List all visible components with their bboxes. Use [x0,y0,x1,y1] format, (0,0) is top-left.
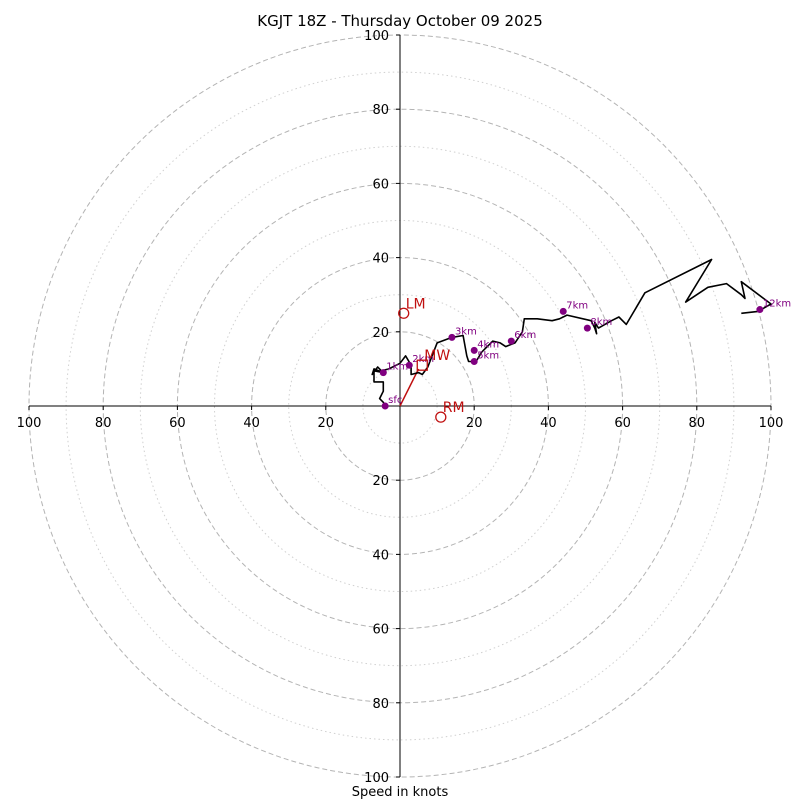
height-marker-4km [470,346,478,354]
height-marker-7km [559,307,567,315]
height-label-7km: 7km [566,300,588,311]
height-marker-2km [405,361,413,369]
storm-motion-label-MW: MW [424,348,450,364]
x-ticks: 100 80 60 40 20 20 40 60 80 100 [17,406,784,431]
x-tick-label: 100 [759,416,784,431]
height-marker-sfc [381,402,389,410]
y-tick-label: 60 [372,177,389,192]
y-ticks: 100 80 60 40 20 20 40 60 80 100 [364,29,400,786]
x-axis-label: Speed in knots [352,785,449,800]
height-label-sfc: sfc [388,395,402,406]
height-label-12km: 12km [763,299,791,310]
height-marker-12km [756,306,764,314]
height-marker-1km [379,369,387,377]
storm-motion-LM [398,307,410,319]
x-tick-label: 80 [95,416,112,431]
y-tick-label: 20 [372,474,389,489]
y-tick-label: 60 [372,623,389,638]
height-marker-3km [448,333,456,341]
height-marker-5km [470,357,478,365]
height-label-3km: 3km [455,326,477,337]
x-tick-label: 60 [614,416,631,431]
storm-motion-markers: LM RM MW [398,296,465,423]
y-tick-label: 80 [372,103,389,118]
y-tick-label: 20 [372,326,389,341]
height-marker-6km [507,337,515,345]
shear-vector [399,368,420,407]
y-tick-label: 40 [372,252,389,267]
y-tick-label: 100 [364,29,389,44]
x-tick-label: 80 [689,416,706,431]
y-tick-label: 40 [372,548,389,563]
height-marker-8km [583,324,591,332]
storm-motion-label-RM: RM [443,400,465,416]
wind-trace-line [371,258,772,407]
shear-vector-line [399,368,420,407]
y-tick-label: 100 [364,771,389,786]
height-label-8km: 8km [590,317,612,328]
height-label-4km: 4km [477,339,499,350]
x-tick-label: 60 [169,416,186,431]
chart-title: KGJT 18Z - Thursday October 09 2025 [257,12,542,30]
wind-trace [371,258,772,407]
x-tick-label: 20 [318,416,335,431]
storm-motion-label-LM: LM [406,296,426,312]
x-tick-label: 40 [243,416,260,431]
height-label-6km: 6km [514,330,536,341]
x-tick-label: 20 [466,416,483,431]
storm-motion-RM [435,411,447,423]
y-tick-label: 80 [372,697,389,712]
storm-motion-MW [416,359,428,371]
height-label-5km: 5km [477,350,499,361]
height-label-1km: 1km [386,362,408,373]
x-tick-label: 100 [17,416,42,431]
x-tick-label: 40 [540,416,557,431]
